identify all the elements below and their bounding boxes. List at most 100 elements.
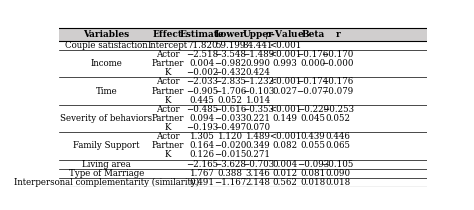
Text: 71.820: 71.820 [187,41,218,50]
Text: −3.548: −3.548 [214,50,246,59]
Text: 0.424: 0.424 [246,68,271,77]
Text: 0.491: 0.491 [190,178,215,187]
Text: 0.004: 0.004 [273,160,298,169]
Text: 0.090: 0.090 [325,169,350,178]
Text: 0.439: 0.439 [301,132,325,141]
Text: 0.993: 0.993 [273,59,298,68]
Text: <0.001: <0.001 [269,50,301,59]
Text: <0.001: <0.001 [269,77,301,87]
Text: −0.000: −0.000 [321,59,354,68]
Text: −0.905: −0.905 [186,87,218,96]
Text: −0.103: −0.103 [242,87,274,96]
Text: Severity of behaviors: Severity of behaviors [60,114,152,123]
Text: 59.199: 59.199 [215,41,245,50]
Text: <0.001: <0.001 [269,105,301,114]
Text: −2.033: −2.033 [186,77,218,87]
Text: 0.445: 0.445 [190,96,215,105]
Text: −0.176: −0.176 [321,77,354,87]
Text: Partner: Partner [151,87,184,96]
Text: 0.055: 0.055 [300,141,325,150]
Text: 0.990: 0.990 [246,59,271,68]
Text: Couple satisfaction: Couple satisfaction [65,41,147,50]
Text: 1.489: 1.489 [246,132,271,141]
Text: 0.018: 0.018 [325,178,350,187]
Text: 0.446: 0.446 [325,132,350,141]
Text: 0.164: 0.164 [190,141,215,150]
Text: −0.176: −0.176 [297,50,329,59]
Text: Living area: Living area [82,160,131,169]
Bar [59,28,427,41]
Text: Type of Marriage: Type of Marriage [69,169,144,178]
Text: 1.767: 1.767 [190,169,215,178]
Text: 0.018: 0.018 [300,178,325,187]
Text: Actor: Actor [156,132,180,141]
Text: $p$-Value: $p$-Value [265,28,305,41]
Text: 0.045: 0.045 [300,114,325,123]
Text: Upper: Upper [243,30,273,39]
Text: −0.485: −0.485 [186,105,218,114]
Text: −1.706: −1.706 [214,87,246,96]
Text: Actor: Actor [156,105,180,114]
Text: Partner: Partner [151,59,184,68]
Text: 0.221: 0.221 [246,114,271,123]
Text: −1.232: −1.232 [242,77,274,87]
Text: 3.146: 3.146 [246,169,270,178]
Text: Actor: Actor [156,77,180,87]
Text: 1.120: 1.120 [218,132,243,141]
Text: K: K [164,68,171,77]
Text: r: r [335,30,340,39]
Text: −0.015: −0.015 [214,150,246,159]
Text: 0.149: 0.149 [273,114,298,123]
Text: −0.497: −0.497 [214,123,246,132]
Text: 0.027: 0.027 [273,87,298,96]
Text: −0.170: −0.170 [321,50,354,59]
Text: 0.388: 0.388 [218,169,243,178]
Text: 1.014: 1.014 [246,96,271,105]
Text: 0.004: 0.004 [190,59,215,68]
Text: 0.052: 0.052 [218,96,243,105]
Text: Partner: Partner [151,141,184,150]
Text: Lower: Lower [215,30,246,39]
Text: 0.012: 0.012 [273,169,298,178]
Text: 0.082: 0.082 [273,141,298,150]
Text: −0.020: −0.020 [214,141,246,150]
Text: Actor: Actor [156,50,180,59]
Text: −0.353: −0.353 [242,105,274,114]
Text: −2.518: −2.518 [186,50,218,59]
Text: Interpersonal complementarity (similarity): Interpersonal complementarity (similarit… [14,178,199,187]
Text: −0.253: −0.253 [322,105,354,114]
Text: K: K [164,123,171,132]
Text: Family Support: Family Support [73,141,139,150]
Text: 0.081: 0.081 [300,169,325,178]
Text: Time: Time [95,87,117,96]
Text: K: K [164,96,171,105]
Text: −0.616: −0.616 [214,105,246,114]
Text: K: K [164,150,171,159]
Text: −0.077: −0.077 [297,87,329,96]
Text: −0.093: −0.093 [297,160,329,169]
Text: Intercept: Intercept [147,41,188,50]
Text: −2.835: −2.835 [214,77,246,87]
Text: 0.070: 0.070 [246,123,271,132]
Text: −0.079: −0.079 [321,87,354,96]
Text: −0.432: −0.432 [214,68,246,77]
Text: −0.229: −0.229 [297,105,329,114]
Text: −1.167: −1.167 [214,178,246,187]
Text: Partner: Partner [151,114,184,123]
Text: −2.165: −2.165 [186,160,218,169]
Text: Beta: Beta [301,30,324,39]
Text: 0.126: 0.126 [190,150,215,159]
Text: Estimate: Estimate [180,30,225,39]
Text: 0.094: 0.094 [190,114,215,123]
Text: 0.000: 0.000 [300,59,325,68]
Text: 84.441: 84.441 [243,41,273,50]
Text: −0.002: −0.002 [186,68,219,77]
Text: 0.562: 0.562 [273,178,298,187]
Text: −0.174: −0.174 [297,77,329,87]
Text: −1.489: −1.489 [242,50,274,59]
Text: <0.001: <0.001 [269,132,301,141]
Text: Income: Income [91,59,122,68]
Text: −0.033: −0.033 [214,114,246,123]
Text: 0.065: 0.065 [325,141,350,150]
Text: 1.305: 1.305 [190,132,215,141]
